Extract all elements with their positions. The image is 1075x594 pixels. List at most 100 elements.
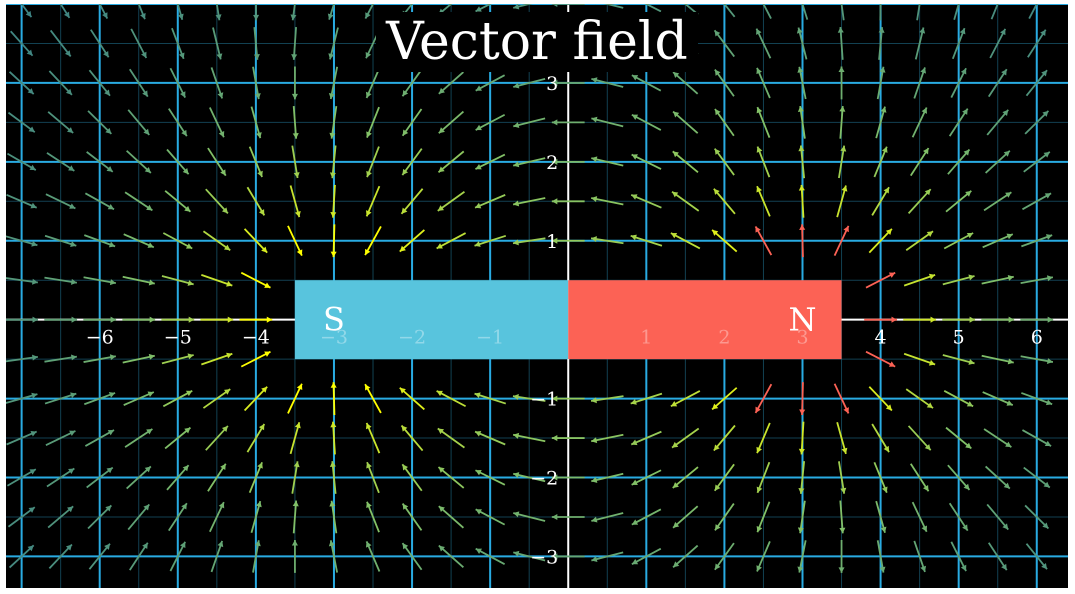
field-arrow: [762, 4, 772, 19]
field-arrow: [129, 542, 149, 571]
field-arrow: [630, 194, 662, 209]
field-arrow-head: [591, 196, 598, 203]
field-arrow-head: [365, 541, 372, 548]
y-tick-label: 3: [546, 73, 558, 95]
y-tick-label: −2: [530, 468, 558, 490]
field-arrow-head: [296, 249, 303, 256]
field-arrow-head: [714, 484, 721, 491]
field-arrow-head: [402, 90, 409, 97]
field-arrow-head: [438, 467, 445, 473]
field-arrow-head: [928, 273, 936, 280]
field-arrow: [44, 354, 78, 363]
field-arrow-head: [475, 469, 482, 476]
field-arrow: [124, 428, 153, 448]
field-arrow: [672, 71, 699, 95]
field-arrow: [6, 277, 38, 285]
field-arrow: [1024, 504, 1050, 530]
field-arrow-head: [513, 200, 520, 207]
field-arrow-head: [966, 232, 974, 239]
field-arrow: [45, 430, 76, 447]
field-arrow-head: [798, 145, 805, 152]
field-arrow-head: [714, 563, 721, 570]
field-arrow-head: [922, 485, 929, 492]
field-arrow-head: [258, 209, 265, 216]
field-arrow-head: [437, 428, 444, 435]
field-arrow-head: [107, 203, 115, 210]
field-arrow-head: [839, 527, 846, 534]
field-arrow: [1020, 355, 1054, 365]
field-arrow-head: [258, 423, 265, 431]
field-arrow: [437, 150, 465, 173]
field-arrow: [838, 540, 845, 573]
field-arrow: [475, 74, 506, 92]
field-arrow-head: [327, 13, 334, 20]
field-arrow: [911, 107, 928, 138]
field-arrow: [591, 77, 624, 88]
field-arrow-head: [177, 13, 184, 20]
field-arrow-head: [1001, 563, 1007, 571]
field-arrow-head: [1044, 193, 1052, 199]
field-arrow-head: [328, 540, 335, 547]
field-arrow-head: [551, 395, 558, 402]
field-arrow-head: [1007, 274, 1014, 281]
field-arrow-head: [223, 389, 231, 395]
x-tick-label: 5: [953, 327, 965, 349]
field-arrow: [83, 316, 117, 323]
field-arrow: [399, 229, 425, 253]
field-arrow: [6, 430, 38, 446]
field-arrow: [987, 542, 1008, 571]
field-arrow: [240, 350, 271, 368]
field-arrow-shaft: [723, 4, 736, 18]
field-arrow-head: [70, 278, 77, 285]
field-arrow: [164, 426, 192, 450]
field-arrow-head: [329, 461, 336, 467]
field-arrow: [672, 110, 699, 134]
field-arrow: [879, 4, 882, 21]
x-tick-label: −3: [320, 327, 348, 349]
field-arrow: [1023, 466, 1051, 489]
field-arrow: [83, 234, 116, 248]
field-arrow-head: [438, 545, 445, 552]
field-arrow: [551, 474, 585, 481]
field-arrow-head: [1046, 275, 1053, 282]
field-arrow-head: [184, 205, 191, 212]
field-arrow-head: [798, 448, 805, 455]
field-arrow-head: [1042, 110, 1049, 117]
field-arrow-head: [257, 462, 263, 469]
field-arrow-head: [475, 430, 482, 437]
field-arrow: [838, 145, 847, 179]
field-arrow: [799, 382, 806, 416]
field-arrow-head: [218, 502, 225, 509]
field-arrow-head: [1003, 482, 1010, 489]
field-arrow-head: [71, 316, 78, 323]
field-arrow-head: [220, 463, 226, 470]
field-arrow: [287, 225, 303, 256]
field-arrow-head: [223, 244, 231, 251]
field-arrow-head: [474, 241, 481, 247]
field-arrow: [948, 108, 969, 137]
field-arrow: [865, 350, 896, 368]
field-arrow-head: [920, 67, 927, 74]
field-arrow: [987, 68, 1008, 98]
field-arrow-head: [881, 486, 888, 493]
field-arrow-head: [254, 93, 261, 100]
field-arrow-head: [181, 129, 187, 137]
field-arrow: [942, 316, 976, 323]
field-arrow: [865, 271, 896, 289]
field-arrow-head: [1044, 440, 1052, 447]
field-arrow: [46, 467, 75, 488]
x-tick-label: 1: [640, 327, 652, 349]
field-arrow-head: [65, 88, 72, 95]
field-arrow: [6, 392, 38, 404]
field-arrow: [122, 353, 155, 364]
field-arrow: [839, 105, 846, 139]
field-arrow: [713, 424, 736, 452]
field-arrow: [83, 392, 116, 406]
field-arrow: [950, 67, 967, 98]
field-arrow: [875, 106, 887, 139]
field-arrow-head: [1008, 316, 1015, 323]
field-arrow-head: [29, 164, 36, 171]
field-arrow-head: [264, 282, 271, 288]
field-arrow: [87, 504, 112, 530]
